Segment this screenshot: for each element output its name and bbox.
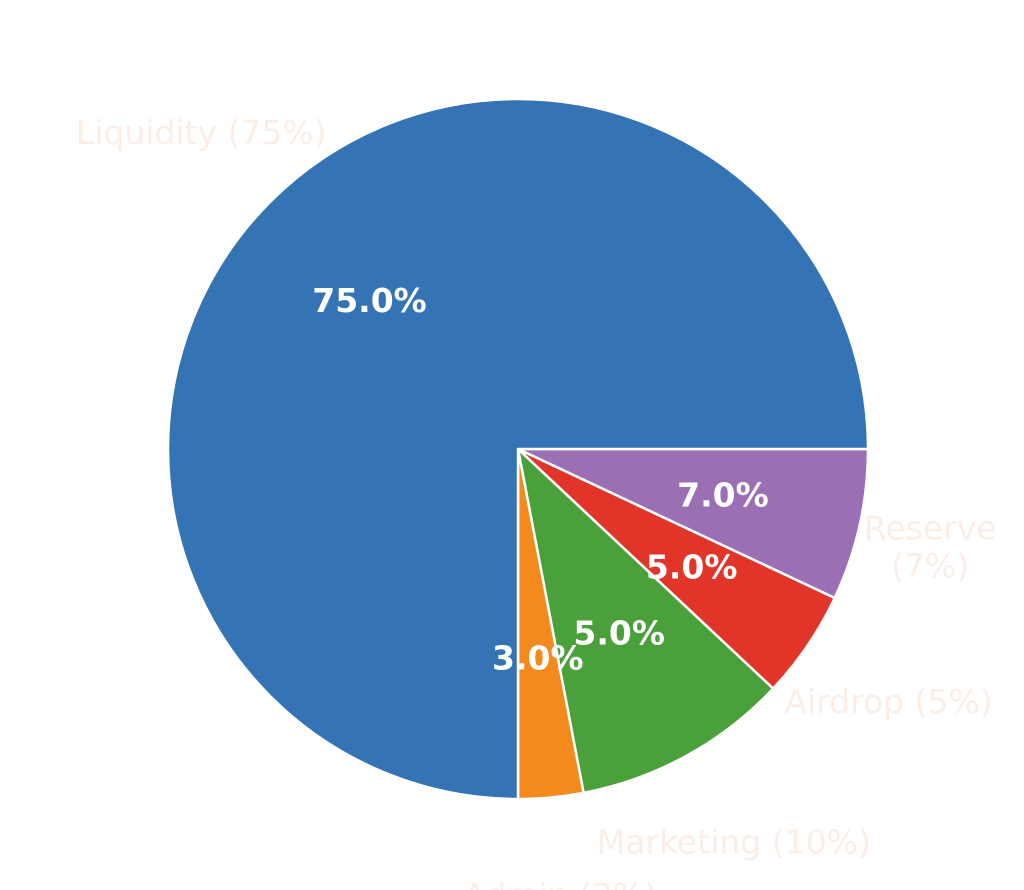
category-label-marketing: Marketing (10%) <box>597 822 871 861</box>
percent-label-reserve: 7.0% <box>677 475 769 514</box>
percent-label-admin: 3.0% <box>492 639 584 678</box>
category-label-airdrop: Airdrop (5%) <box>784 681 992 720</box>
category-label-line: Liquidity (75%) <box>76 113 327 152</box>
category-label-liquidity: Liquidity (75%) <box>76 113 327 152</box>
category-label-line: (7%) <box>891 546 969 585</box>
category-label-line: Reserve <box>864 508 997 547</box>
pie-slice-liquidity <box>166 97 870 801</box>
percent-labels-layer: 7.0%5.0%5.0%3.0%75.0% <box>312 281 768 678</box>
pie-slice-reserve <box>516 447 870 600</box>
category-labels-layer: Reserve(7%) Airdrop (5%) Marketing (10%) Ad… <box>76 113 997 890</box>
category-label-line: Airdrop (5%) <box>784 681 992 720</box>
pie-slice-marketing <box>516 447 775 795</box>
category-label-reserve: Reserve (7%) <box>864 508 997 585</box>
slices-layer <box>166 97 870 801</box>
percent-label-marketing: 5.0% <box>573 614 665 653</box>
category-label-line: Marketing (10%) <box>597 822 871 861</box>
percent-label-airdrop: 5.0% <box>646 548 738 587</box>
percent-label-liquidity: 75.0% <box>312 281 427 320</box>
category-label-line: Admin (3%) <box>463 876 657 890</box>
category-label-admin: Admin (3%) <box>463 876 657 890</box>
